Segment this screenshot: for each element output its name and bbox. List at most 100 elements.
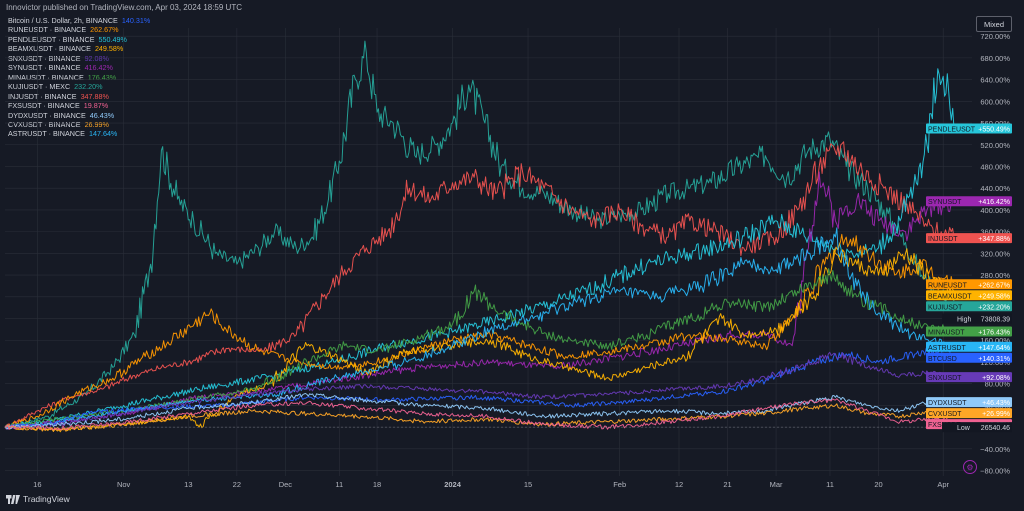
legend-item[interactable]: CVXUSDT · BINANCE 26.99% <box>8 120 150 129</box>
x-tick-label: 11 <box>335 480 343 489</box>
series-end-label-value: +26.99% <box>982 411 1010 418</box>
publisher-header: Innovictor published on TradingView.com,… <box>6 3 242 12</box>
series-end-label-value: +249.58% <box>978 293 1010 300</box>
legend-symbol: BEAMXUSDT · BINANCE <box>8 44 91 54</box>
legend-value: 19.87% <box>83 101 109 111</box>
series-end-label-bg <box>926 397 1012 408</box>
series-line-pendleusdt <box>4 68 955 429</box>
series-end-label: CVXUSDT +26.99% <box>926 408 1012 419</box>
legend-item[interactable]: SNXUSDT · BINANCE 92.08% <box>8 54 150 63</box>
series-end-label-bg <box>926 341 1012 352</box>
legend-item[interactable]: ASTRUSDT · BINANCE 147.64% <box>8 129 150 138</box>
series-end-label: SNXUSDT +92.08% <box>926 372 1012 383</box>
legend-item[interactable]: RUNEUSDT · BINANCE 262.67% <box>8 25 150 34</box>
series-end-label-name: MINAUSDT <box>928 330 965 337</box>
brand-label: TradingView <box>23 494 70 504</box>
legend-item[interactable]: Bitcoin / U.S. Dollar, 2h, BINANCE 140.31… <box>8 16 150 25</box>
series-line-injusdt <box>4 141 955 429</box>
reference-label-bg <box>942 422 1012 433</box>
series-line-beamxusdt <box>4 248 955 433</box>
x-tick-label: 21 <box>723 480 731 489</box>
series-end-label-value: +347.88% <box>978 236 1010 243</box>
legend-item[interactable]: DYDXUSDT · BINANCE 46.43% <box>8 111 150 120</box>
series-end-label-bg <box>926 352 1012 363</box>
legend-value: 232.20% <box>74 82 103 92</box>
y-tick-label: 480.00% <box>980 162 1010 171</box>
series-end-label-name: BTCUSD <box>928 356 957 363</box>
x-tick-label: 11 <box>826 480 834 489</box>
legend-value: 262.67% <box>90 25 119 35</box>
series-line-fxsusdt <box>4 398 955 431</box>
series-line-cvxusdt <box>4 403 955 432</box>
series-end-label: KUJIUSDT +232.20% <box>926 301 1012 312</box>
legend-value: 550.49% <box>98 34 127 44</box>
x-tick-label: Mar <box>770 480 783 489</box>
x-tick-label: 18 <box>373 480 381 489</box>
series-end-label-name: SYNUSDT <box>928 199 962 206</box>
series-line-snxusdt <box>4 351 955 430</box>
y-tick-label: 160.00% <box>980 336 1010 345</box>
reference-label-value: 73808.39 <box>981 317 1010 324</box>
y-tick-label: 280.00% <box>980 271 1010 280</box>
y-tick-label: 80.00% <box>985 380 1011 389</box>
y-tick-label: 720.00% <box>980 32 1010 41</box>
legend-symbol: SNXUSDT · BINANCE <box>8 53 81 63</box>
series-end-label-name: BEAMXUSDT <box>928 293 972 300</box>
y-tick-label: 520.00% <box>980 141 1010 150</box>
legend-value: 176.43% <box>87 72 117 82</box>
series-end-label-bg <box>926 290 1012 301</box>
series-end-label-value: +147.64% <box>978 345 1010 352</box>
legend-item[interactable]: INJUSDT · BINANCE 347.88% <box>8 92 150 101</box>
legend-symbol: RUNEUSDT · BINANCE <box>8 25 87 35</box>
series-end-label: BEAMXUSDT +249.58% <box>926 290 1012 301</box>
legend-symbol: KUJIUSDT · MEXC <box>8 82 71 92</box>
x-tick-label: 12 <box>675 480 683 489</box>
series-end-label-value: +262.67% <box>978 282 1010 289</box>
scale-mode-button[interactable]: Mixed <box>976 16 1012 32</box>
y-tick-label: 360.00% <box>980 228 1010 237</box>
legend-item[interactable]: SYNUSDT · BINANCE 416.42% <box>8 63 150 72</box>
series-end-label-value: +176.43% <box>978 330 1010 337</box>
series-end-label-bg <box>926 372 1012 383</box>
series-end-label-name: SNXUSDT <box>928 375 962 382</box>
reference-label-value: 26540.46 <box>981 425 1010 432</box>
series-end-label-bg <box>926 233 1012 244</box>
x-tick-label: 2024 <box>444 480 462 489</box>
legend-value: 347.88% <box>80 91 109 101</box>
reference-label-name: Low <box>957 425 971 432</box>
reference-label-name: High <box>957 317 972 324</box>
series-end-label-value: +46.43% <box>982 400 1010 407</box>
symbol-legend: Bitcoin / U.S. Dollar, 2h, BINANCE 140.31… <box>8 16 150 139</box>
legend-item[interactable]: BEAMXUSDT · BINANCE 249.58% <box>8 44 150 53</box>
x-tick-label: 22 <box>233 480 241 489</box>
reference-label-high: High 73808.39 <box>942 313 1012 324</box>
scale-settings-icon[interactable]: ⚙ <box>963 460 977 474</box>
x-tick-label: 16 <box>33 480 41 489</box>
series-end-label-bg <box>926 196 1012 207</box>
legend-item[interactable]: MINAUSDT · BINANCE 176.43% <box>8 73 150 82</box>
x-tick-label: Dec <box>279 480 293 489</box>
series-end-label-value: +550.49% <box>978 126 1010 133</box>
legend-value: 92.08% <box>84 53 109 63</box>
series-end-label: SYNUSDT +416.42% <box>926 196 1012 207</box>
series-end-label-name: INJUSDT <box>928 236 958 243</box>
series-end-label-value: +416.42% <box>978 199 1010 206</box>
x-tick-label: Feb <box>613 480 626 489</box>
legend-symbol: MINAUSDT · BINANCE <box>8 72 84 82</box>
x-tick-label: Nov <box>117 480 131 489</box>
legend-item[interactable]: PENDLEUSDT · BINANCE 550.49% <box>8 35 150 44</box>
legend-symbol: Bitcoin / U.S. Dollar, 2h, BINANCE <box>8 16 118 25</box>
series-line-runeusdt <box>4 233 955 428</box>
legend-value: 249.58% <box>94 44 124 54</box>
series-end-label-value: +232.20% <box>978 304 1010 311</box>
series-end-label-bg <box>926 408 1012 419</box>
legend-item[interactable]: KUJIUSDT · MEXC 232.20% <box>8 82 150 91</box>
y-tick-label: 640.00% <box>980 76 1010 85</box>
series-line-kujiusdt <box>4 40 955 429</box>
legend-symbol: SYNUSDT · BINANCE <box>8 63 81 73</box>
y-tick-label: −80.00% <box>980 467 1010 476</box>
legend-symbol: ASTRUSDT · BINANCE <box>8 129 85 139</box>
legend-item[interactable]: FXSUSDT · BINANCE 19.87% <box>8 101 150 110</box>
series-end-label-bg <box>926 326 1012 337</box>
